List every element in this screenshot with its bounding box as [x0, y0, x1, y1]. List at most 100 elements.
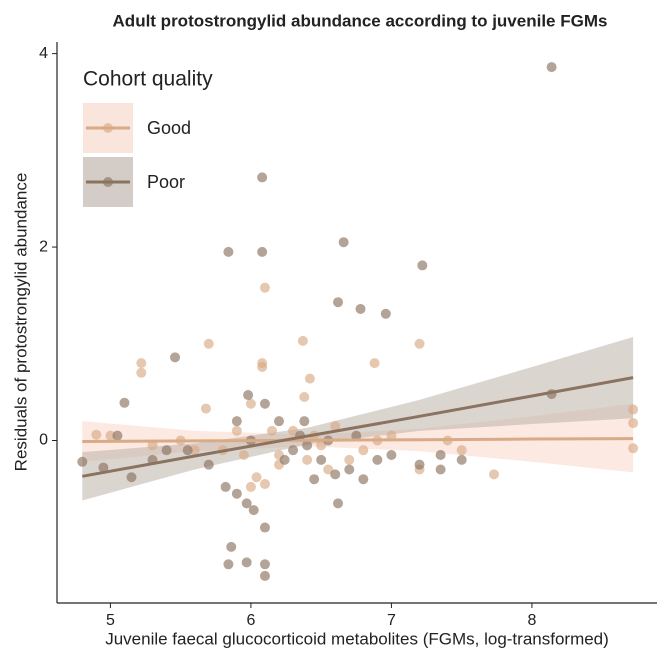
point [119, 397, 130, 408]
point [243, 390, 254, 401]
fit-line [82, 376, 634, 478]
point [414, 338, 425, 349]
points [77, 62, 639, 581]
point [241, 498, 252, 509]
point [302, 440, 313, 451]
legend: Good Poor Cohort quality [83, 68, 213, 207]
point [203, 338, 214, 349]
legend-title: Cohort quality [83, 68, 213, 91]
x-tick-label: 7 [387, 612, 396, 629]
point [259, 522, 270, 533]
point [302, 454, 313, 465]
point [435, 464, 446, 475]
confidence-band [82, 337, 634, 501]
legend-key-point [103, 123, 113, 133]
point [136, 367, 147, 378]
y-tick-label: 2 [39, 238, 48, 255]
point [417, 260, 428, 271]
point [266, 425, 277, 436]
point [98, 462, 109, 473]
point [248, 505, 259, 516]
point [259, 282, 270, 293]
point [355, 303, 366, 314]
point [223, 246, 234, 257]
point [344, 464, 355, 475]
y-axis-label: Residuals of protostrongylid abundance [11, 173, 30, 472]
point [182, 445, 193, 456]
x-axis-label: Juvenile faecal glucocorticoid metabolit… [105, 629, 609, 648]
point [91, 429, 102, 440]
point [333, 498, 344, 509]
point [304, 373, 315, 384]
point [338, 237, 349, 248]
point [259, 479, 270, 490]
point [380, 308, 391, 319]
point [238, 450, 249, 461]
point [203, 459, 214, 470]
point [259, 559, 270, 570]
point [259, 398, 270, 409]
point [386, 450, 397, 461]
point [386, 430, 397, 441]
point [323, 464, 334, 475]
point [358, 445, 369, 456]
x-tick-label: 5 [106, 612, 115, 629]
point [259, 570, 270, 581]
legend-label: Good [147, 118, 191, 138]
point [628, 418, 639, 429]
legend-label: Poor [147, 172, 185, 192]
point [251, 472, 262, 483]
point [333, 297, 344, 308]
point [200, 403, 211, 414]
point [245, 398, 256, 409]
y-tick-label: 4 [39, 45, 48, 62]
point [297, 335, 308, 346]
x-tick-label: 8 [527, 612, 536, 629]
point [628, 443, 639, 454]
legend-key-point [103, 177, 113, 187]
point [288, 445, 299, 456]
point [126, 472, 137, 483]
point [489, 469, 500, 480]
point [223, 559, 234, 570]
fits [82, 376, 634, 478]
point [456, 445, 467, 456]
point [257, 361, 268, 372]
point [279, 454, 290, 465]
point [161, 445, 172, 456]
point [226, 541, 237, 552]
point [435, 450, 446, 461]
point [112, 430, 123, 441]
point [351, 430, 362, 441]
point [358, 474, 369, 485]
point [147, 440, 158, 451]
point [231, 488, 242, 499]
point [456, 454, 467, 465]
point [414, 459, 425, 470]
bands [82, 337, 634, 501]
point [105, 430, 116, 441]
point [189, 445, 200, 456]
point [257, 172, 268, 183]
point [288, 425, 299, 436]
point [316, 454, 327, 465]
point [170, 352, 181, 363]
point [245, 481, 256, 492]
point [299, 391, 310, 402]
point [77, 456, 88, 467]
point [231, 416, 242, 427]
y-tick-label: 0 [39, 432, 48, 449]
point [369, 358, 380, 369]
point [309, 474, 320, 485]
point [136, 358, 147, 369]
point [330, 420, 341, 431]
point [628, 404, 639, 415]
point [330, 469, 341, 480]
chart-title: Adult protostrongylid abundance accordin… [113, 11, 608, 30]
point [344, 454, 355, 465]
fit-line [82, 437, 634, 443]
point [241, 557, 252, 568]
point [316, 440, 327, 451]
point [257, 246, 268, 257]
